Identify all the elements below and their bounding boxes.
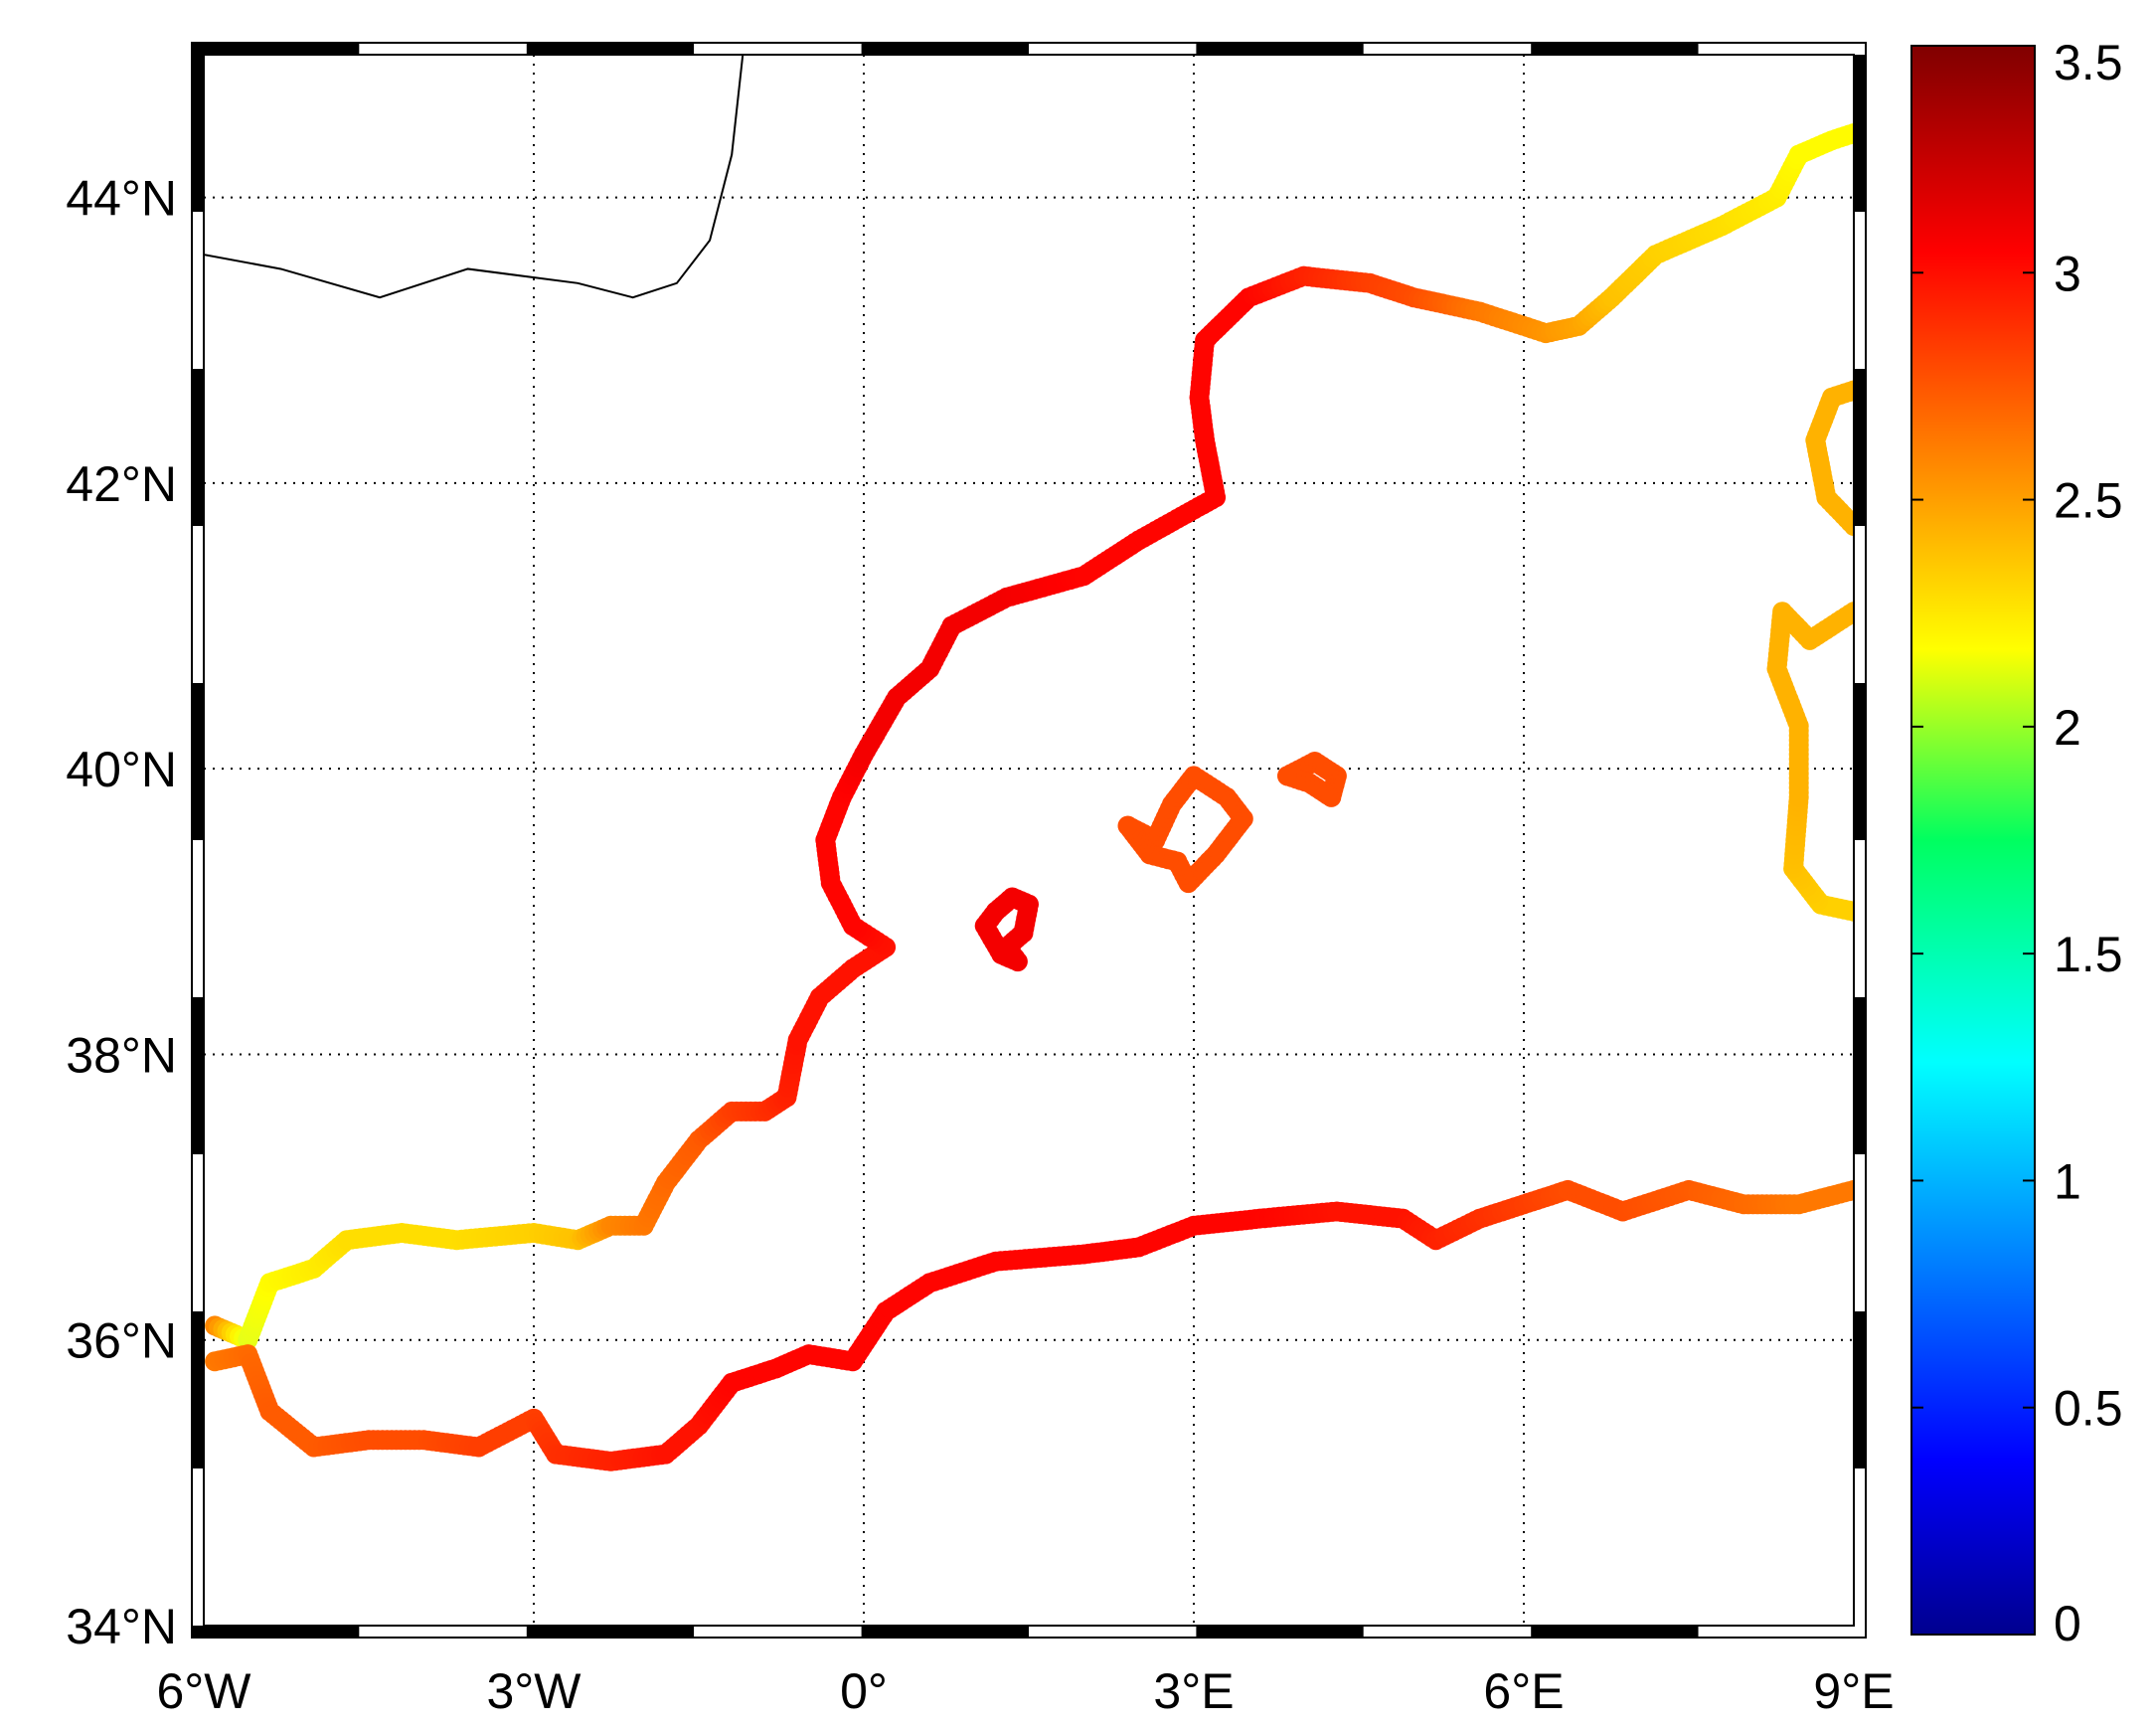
latitude-tick-label: 38°N [66, 1027, 177, 1083]
colorbar-tick-label: 2 [2054, 700, 2081, 756]
longitude-tick-label: 6°E [1483, 1663, 1564, 1719]
colorbar-tick-label: 1.5 [2054, 927, 2123, 982]
frame-segment [192, 1626, 360, 1638]
colorbar-ticks: 0 0.5 1 1.5 2 2.5 3 3.5 [1911, 35, 2123, 1651]
coast-value-marker [1844, 380, 1854, 401]
frame-segment [1854, 1154, 1866, 1311]
frame-segment [1698, 43, 1866, 55]
frame-outline [191, 42, 1867, 1639]
colorbar-tick-label: 1 [2054, 1153, 2081, 1209]
frame-segment [526, 43, 695, 55]
iberia-coast [205, 123, 1854, 1350]
frame-segment [192, 1468, 204, 1626]
africa-coast [205, 1179, 1854, 1471]
frame-segment [192, 43, 360, 55]
frame-segment [694, 1626, 862, 1638]
longitude-tick-label: 0° [840, 1663, 888, 1719]
frame-segment [1363, 1626, 1532, 1638]
frame-inner-outline [203, 54, 1855, 1627]
longitude-tick-label: 6°W [157, 1663, 252, 1719]
frame-segment [1698, 1626, 1866, 1638]
latitude-tick-label: 40°N [66, 742, 177, 797]
colorbar [1910, 45, 2036, 1636]
frame-segment [192, 369, 204, 526]
frame-segment [861, 1626, 1029, 1638]
colorbar-tick-label: 0 [2054, 1596, 2081, 1651]
frame-segment [192, 526, 204, 683]
frame-segment [861, 43, 1029, 55]
frame-segment [192, 1311, 204, 1468]
colorbar-tick-label: 3 [2054, 246, 2081, 301]
frame-segment [192, 212, 204, 369]
graticule [204, 55, 1854, 1626]
coast-value-marker [1844, 602, 1854, 622]
frame-segment [1854, 997, 1866, 1154]
frame-segment [1196, 43, 1364, 55]
frame-segment [192, 997, 204, 1154]
latitude-tick-label: 36°N [66, 1313, 177, 1369]
longitude-tick-label: 9°E [1813, 1663, 1894, 1719]
frame-segment [1029, 1626, 1197, 1638]
frame-segment [1854, 212, 1866, 369]
coast-value-marker [1844, 123, 1854, 143]
colorbar-tick-label: 3.5 [2054, 35, 2123, 90]
colorbar-tick-label: 0.5 [2054, 1381, 2123, 1437]
sardinia-coast [1766, 602, 1854, 922]
corsica-coast [1805, 380, 1854, 536]
coastline-data [205, 123, 1854, 1471]
coast-value-marker [1117, 815, 1138, 836]
longitude-labels: 6°W 3°W 0° 3°E 6°E 9°E [157, 1663, 1895, 1719]
frame-segment [1531, 43, 1699, 55]
longitude-tick-label: 3°W [487, 1663, 582, 1719]
frame-segment [1854, 683, 1866, 840]
frame-segment [526, 1626, 695, 1638]
frame-segment [1854, 526, 1866, 683]
frame-segment [192, 840, 204, 997]
map-frame [191, 42, 1867, 1639]
country-borders [204, 55, 745, 299]
frame-segment [694, 43, 862, 55]
ibiza-coast [974, 887, 1039, 972]
colorbar-tick-label: 2.5 [2054, 473, 2123, 529]
frame-segment [192, 683, 204, 840]
menorca-coast [1277, 752, 1347, 807]
frame-segment [1854, 1311, 1866, 1468]
frame-segment [1029, 43, 1197, 55]
frame-segment [359, 1626, 527, 1638]
coast-value-marker [985, 901, 1006, 922]
coast-value-marker [1844, 1179, 1854, 1200]
coast-value-marker [1277, 766, 1298, 786]
latitude-tick-label: 34°N [66, 1599, 177, 1654]
frame-segment [1196, 1626, 1364, 1638]
frame-segment [192, 55, 204, 212]
frame-segment [1854, 55, 1866, 212]
frame-segment [1363, 43, 1532, 55]
mallorca-coast [1117, 766, 1253, 894]
latitude-tick-label: 42°N [66, 456, 177, 512]
country-border-line [204, 55, 745, 299]
longitude-tick-label: 3°E [1153, 1663, 1234, 1719]
frame-segment [1531, 1626, 1699, 1638]
latitude-labels: 34°N 36°N 38°N 40°N 42°N 44°N [66, 171, 177, 1654]
frame-segment [192, 1154, 204, 1311]
frame-segment [1854, 369, 1866, 526]
latitude-tick-label: 44°N [66, 171, 177, 227]
frame-segment [1854, 840, 1866, 997]
frame-segment [359, 43, 527, 55]
frame-segment [1854, 1468, 1866, 1626]
